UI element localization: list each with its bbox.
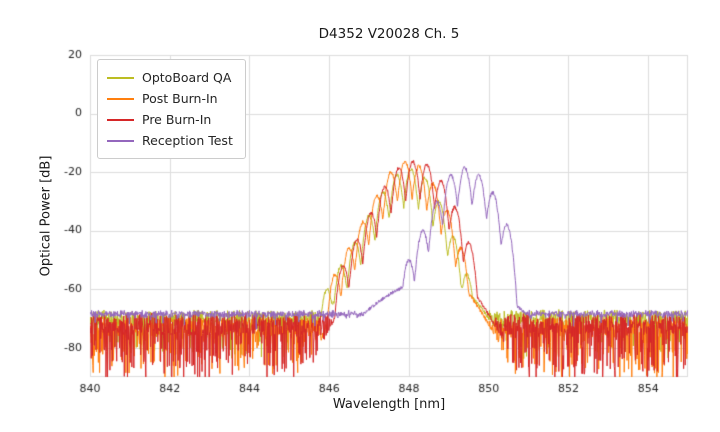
legend-item: Post Burn-In bbox=[107, 88, 233, 109]
y-axis-label: Optical Power [dB] bbox=[38, 155, 54, 277]
legend-item: OptoBoard QA bbox=[107, 67, 233, 88]
legend-line-swatch bbox=[107, 118, 134, 121]
x-axis-label: Wavelength [nm] bbox=[332, 397, 446, 412]
legend-line-swatch bbox=[107, 97, 134, 100]
legend-label: OptoBoard QA bbox=[142, 70, 232, 85]
legend-line-swatch bbox=[107, 139, 134, 142]
legend-label: Reception Test bbox=[142, 133, 233, 148]
legend-item: Reception Test bbox=[107, 130, 233, 151]
legend-line-swatch bbox=[107, 76, 134, 79]
legend-item: Pre Burn-In bbox=[107, 109, 233, 130]
legend-label: Post Burn-In bbox=[142, 91, 218, 106]
chart-title: D4352 V20028 Ch. 5 bbox=[318, 26, 460, 42]
legend-label: Pre Burn-In bbox=[142, 112, 212, 127]
legend: OptoBoard QA Post Burn-In Pre Burn-In Recep… bbox=[97, 59, 246, 159]
